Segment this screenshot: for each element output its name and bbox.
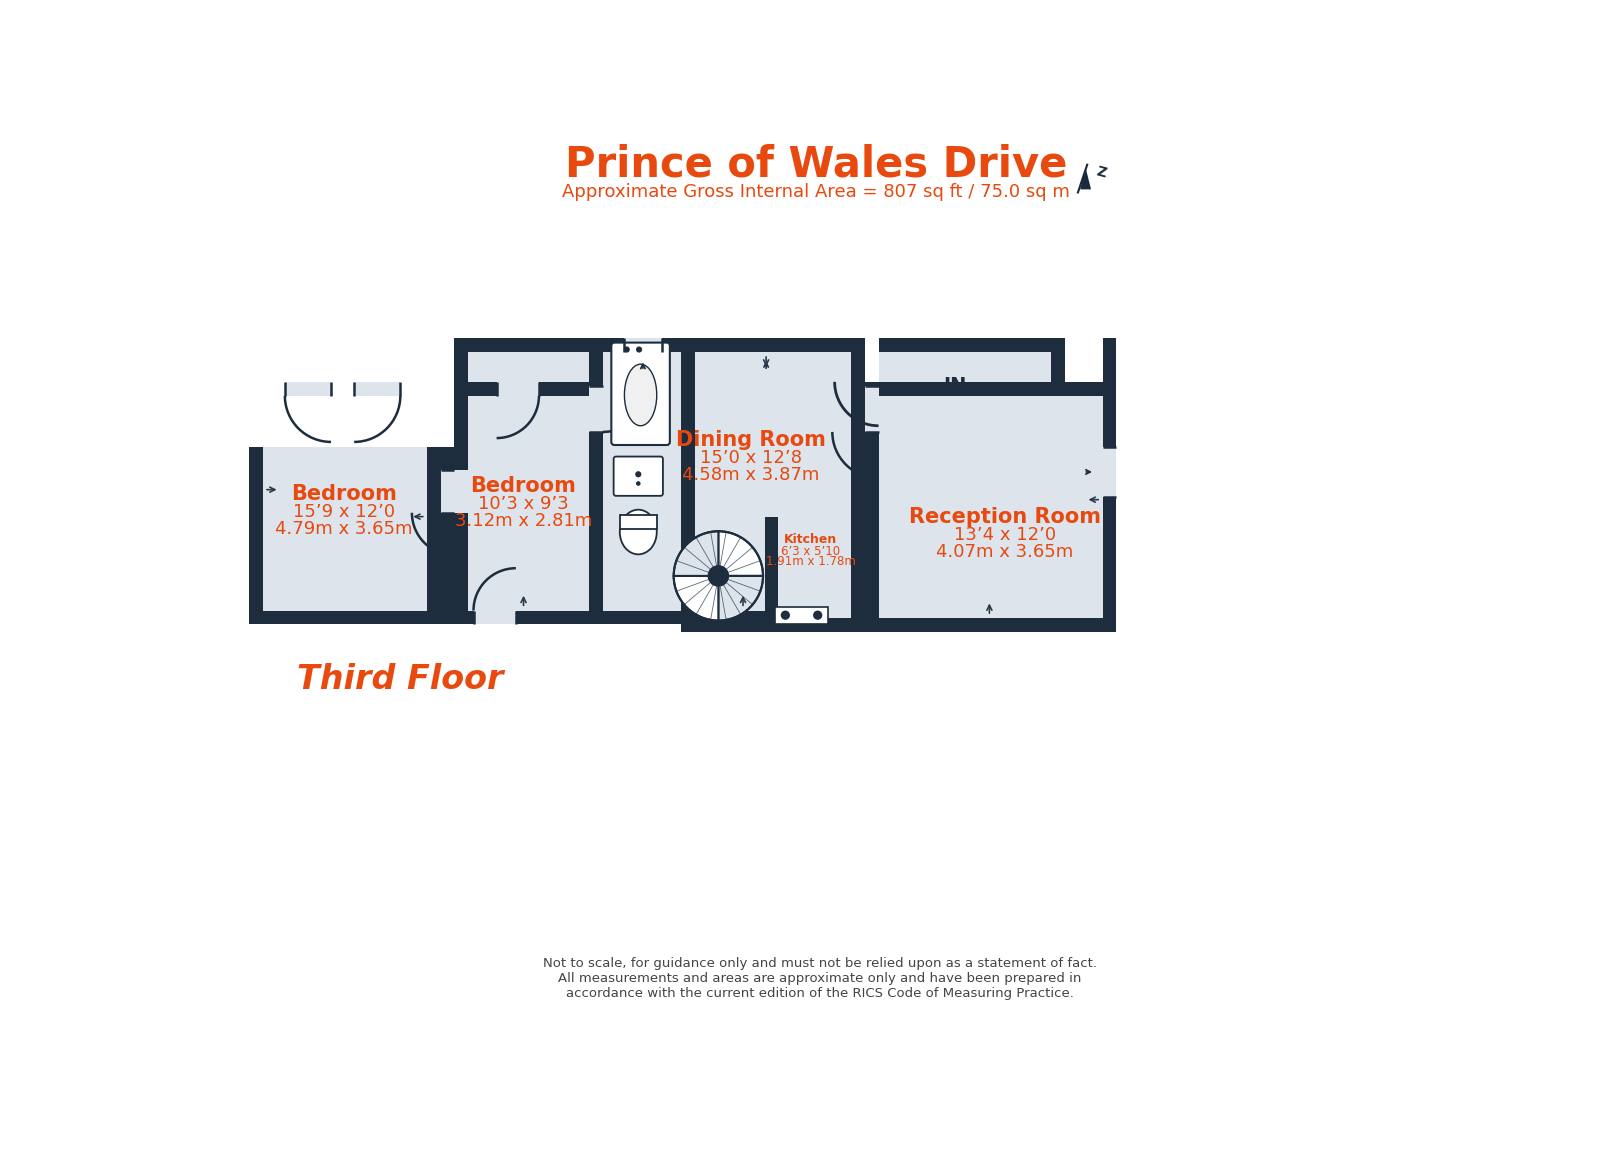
Bar [354,382,400,396]
Bar [682,338,696,625]
Bar [682,619,765,632]
Bar [682,611,765,625]
Text: 3.12m x 2.81m: 3.12m x 2.81m [454,512,592,531]
Bar [851,338,864,625]
Bar [619,515,656,529]
Text: 15’9 x 12’0: 15’9 x 12’0 [293,503,395,521]
Bar [285,382,331,396]
Bar [851,517,864,632]
Circle shape [635,471,642,477]
Bar [765,619,864,632]
Ellipse shape [619,510,656,554]
Circle shape [635,481,640,485]
Text: Not to scale, for guidance only and must not be relied upon as a statement of fa: Not to scale, for guidance only and must… [542,957,1098,1000]
Bar [589,611,682,625]
Circle shape [635,346,642,353]
Wedge shape [718,576,763,621]
Bar [248,382,442,396]
Text: 1.91m x 1.78m: 1.91m x 1.78m [766,555,856,568]
Bar [1051,338,1117,382]
Bar [205,139,454,447]
Bar [624,338,662,352]
Wedge shape [674,576,718,621]
Bar [454,338,864,382]
Bar [864,382,1117,632]
Text: 13’4 x 12’0: 13’4 x 12’0 [954,526,1056,545]
Bar [864,338,1117,352]
Circle shape [707,565,730,586]
Bar [474,611,515,625]
Text: 4.79m x 3.65m: 4.79m x 3.65m [275,520,413,538]
Bar [496,382,539,396]
Ellipse shape [624,365,656,426]
Text: Reception Room: Reception Room [909,506,1101,527]
Bar [864,619,1117,632]
Bar [776,607,827,623]
Bar [1102,382,1117,632]
Text: IN: IN [944,376,966,395]
Text: Z: Z [1094,165,1109,180]
Text: 15’0 x 12’8: 15’0 x 12’8 [699,449,802,467]
Bar [454,382,603,625]
Bar [765,517,779,632]
Text: Third Floor: Third Floor [298,663,504,695]
Bar [682,517,864,632]
Bar [864,338,1117,382]
Bar [603,338,682,625]
Bar [454,382,469,625]
Text: Bedroom: Bedroom [291,483,397,504]
Bar [864,338,878,382]
Bar [864,385,878,432]
Polygon shape [1080,168,1091,189]
Bar [454,382,603,396]
FancyBboxPatch shape [614,456,662,496]
Bar [427,382,442,625]
FancyBboxPatch shape [611,342,670,445]
Bar [442,470,469,513]
Bar [864,382,1117,396]
Circle shape [813,611,822,620]
Bar [454,338,864,352]
Bar [454,611,603,625]
Text: 10’3 x 9’3: 10’3 x 9’3 [478,496,570,513]
Bar [682,338,864,352]
Bar [1102,338,1117,382]
Text: Prince of Wales Drive: Prince of Wales Drive [565,144,1067,186]
Bar [589,385,603,432]
Bar [248,611,442,625]
Circle shape [781,611,790,620]
Bar [589,338,603,625]
Text: Kitchen: Kitchen [784,533,837,546]
Bar [1051,338,1066,382]
Bar [1102,447,1117,497]
Bar [682,338,864,625]
Wedge shape [718,532,763,576]
Bar [248,382,262,625]
Bar [864,382,878,632]
Bar [589,382,603,625]
Bar [248,382,442,625]
Wedge shape [674,532,718,576]
Bar [442,382,454,625]
Text: 4.07m x 3.65m: 4.07m x 3.65m [936,543,1074,561]
Bar [454,338,469,382]
Bar [864,338,878,382]
Text: 4.58m x 3.87m: 4.58m x 3.87m [682,466,819,484]
Circle shape [624,346,630,353]
Text: Dining Room: Dining Room [675,430,826,449]
Text: 6’3 x 5’10: 6’3 x 5’10 [781,545,840,557]
Text: Approximate Gross Internal Area = 807 sq ft / 75.0 sq m: Approximate Gross Internal Area = 807 sq… [562,182,1070,201]
Text: Bedroom: Bedroom [470,476,576,496]
